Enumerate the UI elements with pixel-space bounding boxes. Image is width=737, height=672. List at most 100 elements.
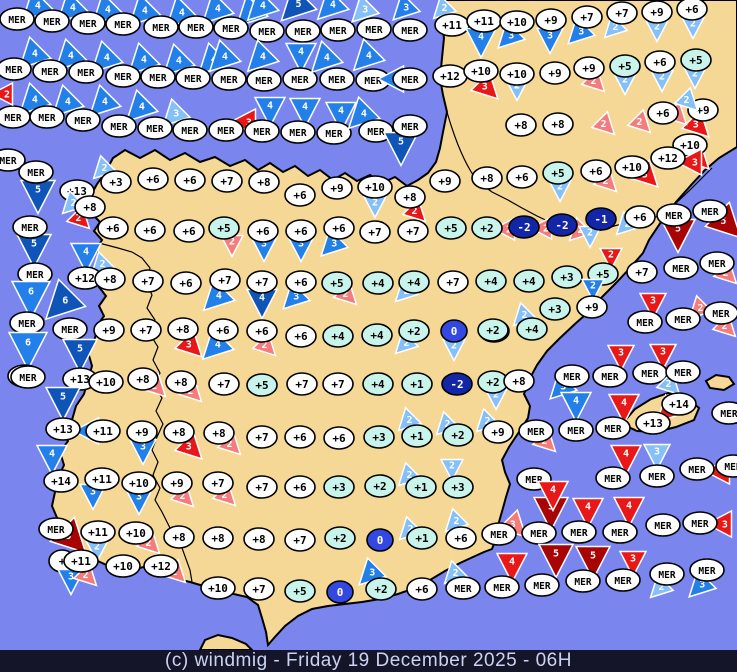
temperature-station-marker: 3+9 (535, 8, 567, 56)
sea-label: MER (688, 465, 705, 476)
wind-speed-label: 4 (330, 0, 336, 11)
temperature-label: +8 (211, 532, 224, 545)
sea-oval (32, 59, 68, 83)
wind-speed-label: 2 (590, 281, 596, 292)
sea-station-marker: 3 MER (688, 558, 725, 598)
sea-label: MER (328, 75, 345, 86)
temperature-station-marker: +7 (286, 372, 318, 396)
temperature-label: +7 (220, 175, 233, 188)
sea-label: MER (574, 577, 591, 588)
sea-label: MER (367, 127, 384, 138)
temperature-station-marker: +6 (134, 218, 166, 242)
wind-triangle (674, 147, 703, 177)
wind-speed-label: 4 (104, 53, 110, 64)
sea-oval (645, 513, 681, 537)
temperature-oval (134, 218, 166, 242)
sea-label: MER (530, 529, 547, 540)
temperature-oval (285, 324, 317, 348)
wind-speed-label: 2 (698, 303, 704, 314)
temperature-oval (323, 216, 355, 240)
wind-speed-label: 5 (31, 239, 37, 250)
temperature-oval (97, 216, 129, 240)
temperature-label: +9 (170, 477, 183, 490)
wind-speed-label: 2 (522, 310, 528, 321)
temperature-station-marker: 2+10 (118, 521, 161, 555)
temperature-label: +6 (685, 3, 699, 16)
wind-triangle (316, 0, 351, 21)
sea-label: MER (401, 122, 418, 133)
temperature-station-marker: 2+6 (676, 0, 708, 41)
temperature-station-marker: 2+5 (542, 161, 574, 204)
temperature-oval (362, 372, 394, 396)
temperature-label: +8 (172, 531, 185, 544)
wind-speed-label: 3 (331, 238, 337, 249)
temperature-label: +6 (332, 432, 346, 445)
wind-speed-label: 2 (82, 570, 88, 581)
sea-label: MER (527, 427, 544, 438)
wind-triangle (559, 391, 593, 424)
temperature-label: +4 (371, 378, 385, 391)
sea-station-marker: MER (645, 513, 681, 537)
sea-oval (663, 256, 699, 280)
temperature-label: +9 (548, 67, 561, 80)
sea-oval (105, 12, 141, 36)
temperature-label: +1 (410, 430, 424, 443)
temperature-station-marker: +4 (475, 269, 507, 293)
sea-station-marker: MER (172, 118, 208, 142)
sea-oval (101, 114, 137, 138)
wind-triangle (607, 393, 641, 426)
temperature-label: +9 (135, 426, 148, 439)
sea-oval (105, 64, 141, 88)
sea-label: MER (329, 26, 346, 37)
wind-speed-label: 2 (229, 237, 235, 248)
temperature-label: +9 (102, 324, 115, 337)
temperature-station-marker: +6 (284, 183, 316, 207)
wind-speed-label: 4 (621, 398, 627, 409)
wind-triangle (618, 550, 648, 579)
sea-station-marker: MER (10, 365, 46, 389)
sea-oval (143, 15, 179, 39)
temperature-label: +10 (622, 161, 642, 174)
temperature-station-marker: 2 +3 (439, 458, 474, 499)
temperature-oval (442, 475, 474, 499)
temperature-oval (585, 207, 617, 231)
wind-speed-label: 2 (543, 224, 549, 235)
wind-speed-label: 3 (560, 381, 566, 392)
wind-speed-label: 5 (35, 185, 41, 196)
temperature-oval (440, 319, 468, 343)
temperature-station-marker: 22-1 (577, 207, 641, 250)
temperature-station-marker: 2+5 (208, 216, 245, 259)
temperature-oval (100, 170, 132, 194)
temperature-station-marker: +8 (94, 267, 126, 291)
sea-station-marker: 3 MER (592, 344, 636, 388)
temperature-station-marker: +9 (429, 169, 461, 193)
temperature-label: +12 (658, 152, 678, 165)
temperature-station-marker: +7 (243, 577, 275, 601)
temperature-station-marker: 3 +12 (650, 146, 703, 177)
temperature-oval (121, 471, 157, 495)
sea-oval (703, 301, 737, 325)
temperature-label: +3 (560, 271, 573, 284)
wind-triangle-marker: 5 (61, 338, 99, 375)
wind-speed-label: 5 (398, 137, 404, 148)
temperature-station-marker: 3+8 (167, 317, 203, 358)
temperature-station-marker: +7 (359, 220, 391, 244)
temperature-label: +9 (650, 6, 663, 19)
temperature-oval (576, 295, 608, 319)
sea-label: MER (74, 116, 91, 127)
wind-speed-label: 4 (222, 52, 228, 63)
wind-speed-label: 4 (623, 449, 629, 460)
wind-speed-label: 2 (94, 542, 100, 553)
temperature-label: +8 (480, 172, 493, 185)
temperature-oval (406, 526, 438, 550)
temperature-oval (626, 260, 658, 284)
temperature-oval (105, 554, 141, 578)
sea-oval (682, 511, 718, 535)
wind-speed-label: 4 (176, 56, 182, 67)
sea-oval (561, 520, 597, 544)
temperature-label: -2 (450, 378, 463, 391)
temperature-station-marker: +4 (361, 323, 393, 347)
